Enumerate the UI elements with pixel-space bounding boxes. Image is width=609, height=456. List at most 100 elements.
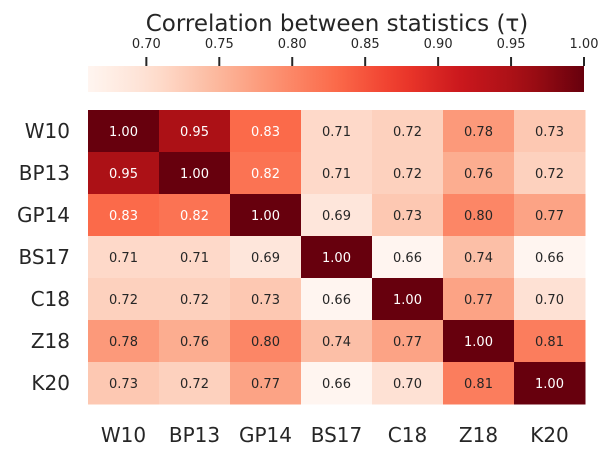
heatmap-cell — [159, 194, 231, 237]
heatmap-cell — [372, 152, 444, 195]
heatmap-cell — [301, 278, 373, 321]
cell-value-label: 1.00 — [251, 209, 280, 224]
cell-value-label: 0.81 — [464, 377, 493, 392]
heatmap-cell — [443, 194, 515, 237]
cell-value-label: 0.70 — [535, 293, 564, 308]
heatmap-cell — [301, 362, 373, 405]
heatmap-cell — [159, 362, 231, 405]
heatmap-cell — [230, 236, 302, 279]
cell-value-label: 0.66 — [393, 251, 422, 266]
colorbar-gradient — [88, 66, 584, 92]
cell-value-label: 0.69 — [322, 209, 351, 224]
cell-value-label: 0.74 — [464, 251, 493, 266]
cell-value-label: 0.71 — [322, 125, 351, 140]
heatmap-cell — [88, 152, 160, 195]
heatmap-cell — [514, 362, 586, 405]
cell-value-label: 0.77 — [251, 377, 280, 392]
row-label: Z18 — [31, 329, 70, 353]
cell-value-label: 0.74 — [322, 335, 351, 350]
cell-value-label: 0.76 — [180, 335, 209, 350]
cell-value-label: 0.72 — [393, 167, 422, 182]
cell-value-label: 0.73 — [535, 125, 564, 140]
heatmap-cell — [443, 236, 515, 279]
heatmap-cell — [301, 236, 373, 279]
colorbar-tick-label: 0.70 — [132, 37, 161, 52]
column-label: W10 — [101, 423, 146, 447]
heatmap-cell — [88, 362, 160, 405]
heatmap-cell — [372, 236, 444, 279]
cell-value-label: 0.80 — [251, 335, 280, 350]
cell-value-label: 0.70 — [393, 377, 422, 392]
cell-value-label: 0.71 — [109, 251, 138, 266]
row-label: W10 — [25, 119, 70, 143]
cell-value-label: 0.76 — [464, 167, 493, 182]
heatmap-cell — [301, 110, 373, 153]
cell-value-label: 0.69 — [251, 251, 280, 266]
column-label: C18 — [388, 423, 427, 447]
row-label: BS17 — [18, 245, 70, 269]
cell-value-label: 1.00 — [535, 377, 564, 392]
colorbar-tick-label: 0.90 — [424, 37, 453, 52]
cell-value-label: 0.77 — [535, 209, 564, 224]
heatmap-cell — [372, 194, 444, 237]
cell-value-label: 1.00 — [180, 167, 209, 182]
colorbar-tick-label: 0.75 — [205, 37, 234, 52]
heatmap-cell — [514, 152, 586, 195]
heatmap-cell — [443, 152, 515, 195]
heatmap-cell — [443, 278, 515, 321]
heatmap-cell — [159, 320, 231, 363]
heatmap-cell — [159, 152, 231, 195]
column-label: GP14 — [239, 423, 292, 447]
heatmap-cell — [514, 236, 586, 279]
colorbar-tick-label: 0.95 — [497, 37, 526, 52]
heatmap-cell — [159, 110, 231, 153]
cell-value-label: 0.72 — [109, 293, 138, 308]
heatmap-cell — [514, 278, 586, 321]
heatmap-cell — [230, 320, 302, 363]
colorbar-tick-label: 0.85 — [351, 37, 380, 52]
column-label: BS17 — [311, 423, 363, 447]
cell-value-label: 1.00 — [393, 293, 422, 308]
cell-value-label: 0.66 — [535, 251, 564, 266]
row-label: GP14 — [17, 203, 70, 227]
heatmap-cell — [443, 320, 515, 363]
heatmap-cell — [372, 320, 444, 363]
column-label: Z18 — [459, 423, 498, 447]
row-label: K20 — [31, 371, 70, 395]
heatmap-cell — [372, 278, 444, 321]
heatmap-cells: 1.00 0.95 0.83 0.71 0.72 0.78 0.73 0.95 1.00 0.82… — [88, 110, 586, 405]
colorbar: 0.70 0.75 0.80 0.85 0.90 0.95 1.00 — [88, 37, 598, 92]
heatmap-cell — [159, 236, 231, 279]
cell-value-label: 1.00 — [464, 335, 493, 350]
cell-value-label: 1.00 — [322, 251, 351, 266]
heatmap-cell — [230, 194, 302, 237]
heatmap-cell — [301, 152, 373, 195]
heatmap-cell — [514, 320, 586, 363]
column-labels: W10 BP13 GP14 BS17 C18 Z18 K20 — [101, 423, 569, 447]
cell-value-label: 0.78 — [464, 125, 493, 140]
heatmap-cell — [88, 278, 160, 321]
cell-value-label: 0.95 — [109, 167, 138, 182]
heatmap-cell — [230, 278, 302, 321]
cell-value-label: 0.80 — [464, 209, 493, 224]
cell-value-label: 0.81 — [535, 335, 564, 350]
heatmap-cell — [372, 110, 444, 153]
cell-value-label: 0.95 — [180, 125, 209, 140]
colorbar-tick-label: 0.80 — [278, 37, 307, 52]
heatmap-cell — [230, 362, 302, 405]
cell-value-label: 0.66 — [322, 377, 351, 392]
cell-value-label: 0.78 — [109, 335, 138, 350]
heatmap-cell — [301, 320, 373, 363]
cell-value-label: 0.66 — [322, 293, 351, 308]
heatmap-cell — [372, 362, 444, 405]
heatmap-cell — [88, 236, 160, 279]
cell-value-label: 0.72 — [393, 125, 422, 140]
cell-value-label: 0.72 — [535, 167, 564, 182]
heatmap-cell — [514, 110, 586, 153]
cell-value-label: 0.73 — [251, 293, 280, 308]
heatmap-cell — [443, 362, 515, 405]
cell-value-label: 0.83 — [109, 209, 138, 224]
column-label: K20 — [530, 423, 569, 447]
cell-value-label: 0.73 — [109, 377, 138, 392]
